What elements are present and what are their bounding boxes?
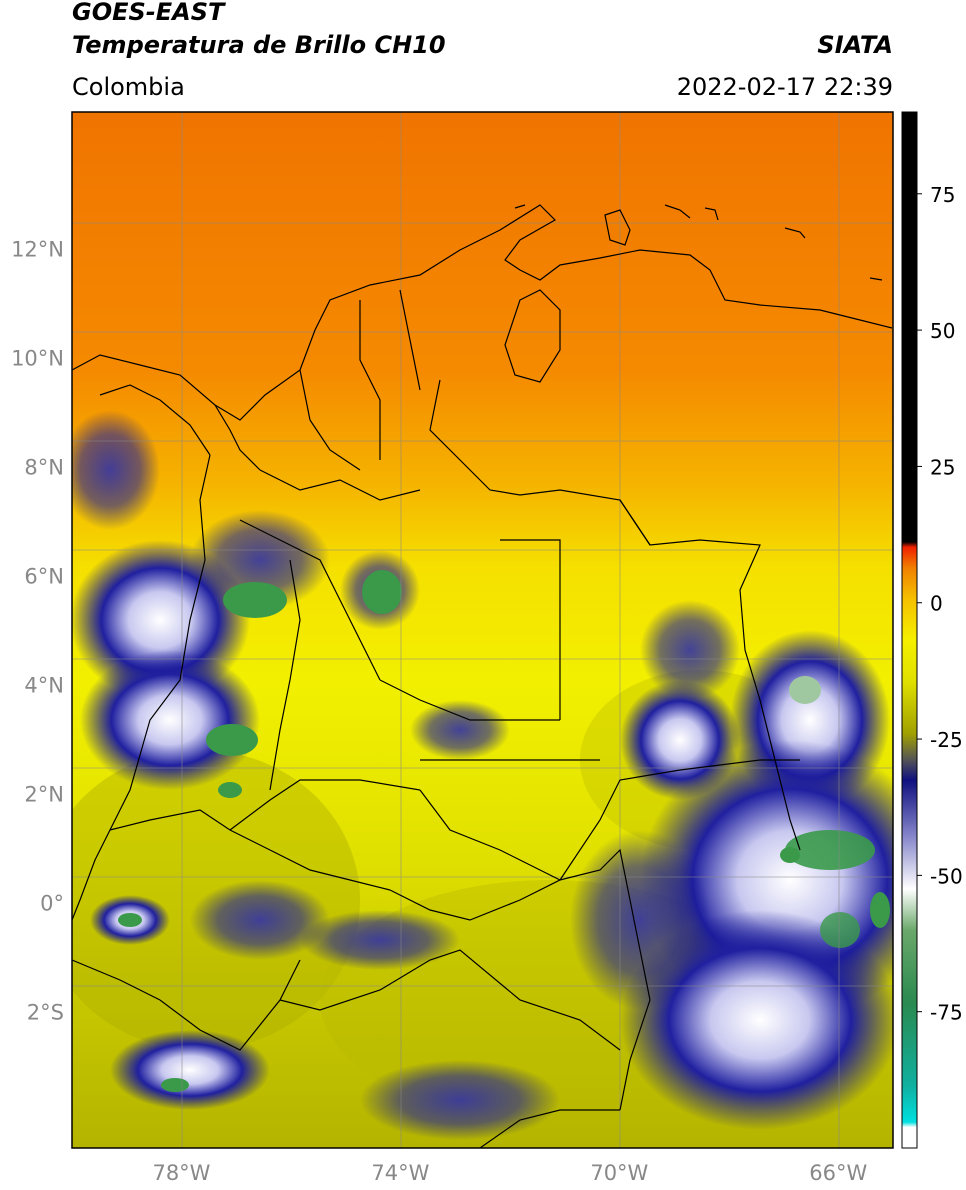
region-label: Colombia	[72, 73, 185, 101]
longitude-label: 70°W	[590, 1161, 648, 1185]
product-title: Temperatura de Brillo CH10	[72, 31, 446, 59]
latitude-label: 12°N	[11, 237, 64, 261]
longitude-label: 78°W	[152, 1161, 210, 1185]
longitude-label: 74°W	[371, 1161, 429, 1185]
colorbar-tick-label: -75	[930, 1001, 963, 1025]
colorbar-labels: 75 50 25 0 -25 -50 -75	[917, 183, 963, 1025]
latitude-label: 2°N	[24, 783, 64, 807]
colorbar-tick-label: 0	[930, 592, 943, 616]
country-borders	[72, 204, 893, 1148]
latitude-label: 8°N	[24, 455, 64, 479]
colorbar-tick-label: 25	[930, 455, 955, 479]
datetime-label: 2022-02-17 22:39	[676, 73, 893, 101]
longitude-labels: 78°W 74°W 70°W 66°W	[152, 1161, 867, 1185]
latitude-label: 10°N	[11, 346, 64, 370]
colorbar-tick-label: 50	[930, 319, 955, 343]
map-imagery	[72, 112, 893, 1148]
satellite-title: GOES-EAST	[72, 0, 225, 26]
colorbar-tick-label: -50	[930, 864, 963, 888]
latitude-label: 4°N	[24, 674, 64, 698]
source-label: SIATA	[817, 31, 893, 59]
latitude-label: 6°N	[24, 564, 64, 588]
colorbar-tick-label: -25	[930, 728, 963, 752]
longitude-label: 66°W	[809, 1161, 867, 1185]
latitude-label: 0°	[40, 892, 64, 916]
latitude-label: 2°S	[27, 1001, 64, 1025]
map-gridlines	[72, 112, 893, 1148]
colorbar-tick-label: 75	[930, 183, 955, 207]
latitude-labels: 12°N 10°N 8°N 6°N 4°N 2°N 0° 2°S	[11, 237, 64, 1024]
map-frame	[71, 111, 894, 1149]
colorbar	[901, 111, 918, 1149]
